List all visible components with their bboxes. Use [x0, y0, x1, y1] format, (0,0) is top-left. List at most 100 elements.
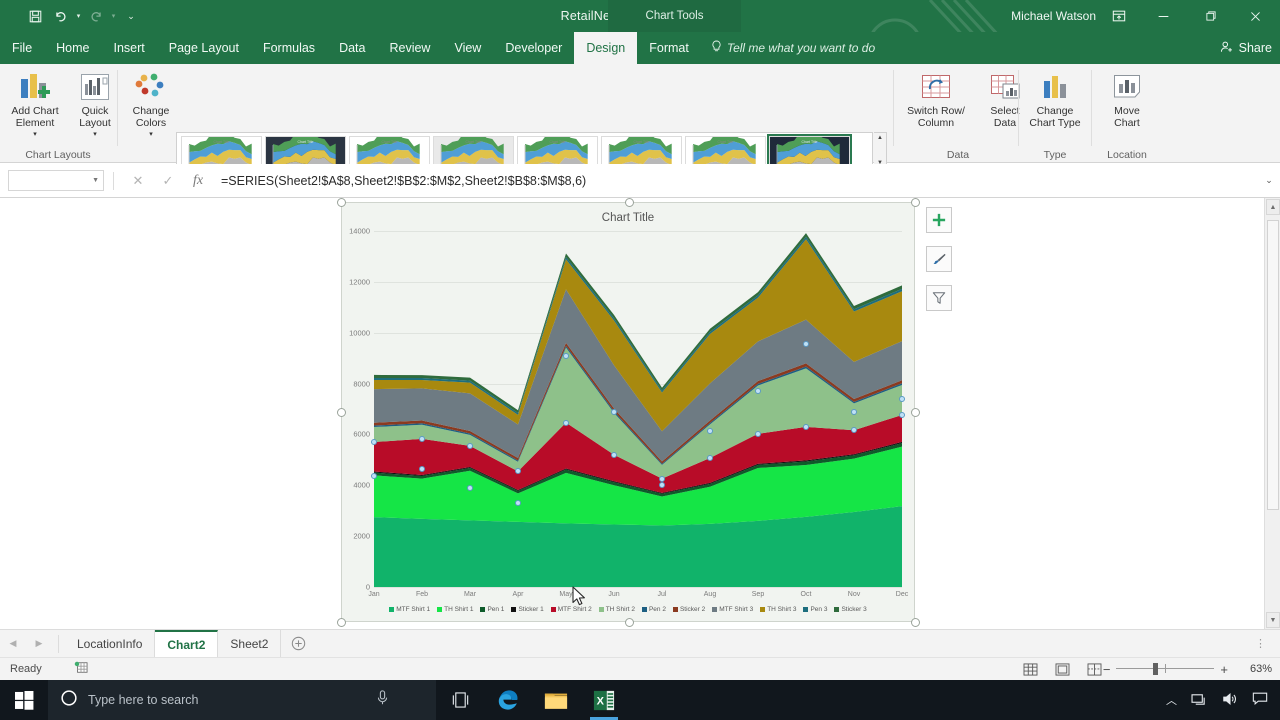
close-icon[interactable]: [1233, 0, 1278, 32]
account-name[interactable]: Michael Watson: [1011, 9, 1096, 23]
ribbon-tab-data[interactable]: Data: [339, 41, 366, 55]
chart-area-series[interactable]: [374, 239, 902, 432]
name-box[interactable]: ▼: [8, 170, 104, 191]
chart-plot-area[interactable]: 0 2000 4000 6000 8000 10000 12000 14000 Jan Feb M…: [349, 227, 908, 599]
quick-layout-button[interactable]: Quick Layout ▾: [62, 64, 128, 148]
save-icon[interactable]: [22, 2, 48, 30]
resize-handle-top-center[interactable]: [625, 198, 634, 207]
resize-handle-top-right[interactable]: [911, 198, 920, 207]
legend-item[interactable]: MTF Shirt 3: [712, 606, 753, 613]
series-data-point-marker[interactable]: [659, 475, 665, 482]
chart-area-series[interactable]: [374, 506, 902, 587]
series-data-point-marker[interactable]: [563, 353, 569, 360]
chart-object[interactable]: Chart Title 0 2000 4000 6000 8000 10000 12000 1…: [337, 198, 952, 627]
series-data-point-marker[interactable]: [515, 468, 521, 475]
resize-handle-bottom-center[interactable]: [625, 618, 634, 627]
formula-input[interactable]: [213, 169, 1258, 192]
chart-area-series[interactable]: [374, 233, 902, 413]
resize-handle-top-left[interactable]: [337, 198, 346, 207]
sheet-tab-locationinfo[interactable]: LocationInfo: [65, 630, 156, 657]
legend-item[interactable]: Pen 1: [480, 606, 504, 613]
normal-view-icon[interactable]: [1022, 662, 1038, 676]
tell-me-search[interactable]: Tell me what you want to do: [701, 32, 885, 64]
chart-filters-button[interactable]: [926, 285, 952, 311]
chart-area-series[interactable]: [374, 236, 902, 415]
windows-start-icon[interactable]: [0, 680, 48, 720]
series-data-point-marker[interactable]: [851, 409, 857, 416]
restore-icon[interactable]: [1188, 0, 1233, 32]
resize-handle-middle-right[interactable]: [911, 408, 920, 417]
series-data-point-marker[interactable]: [803, 423, 809, 430]
series-data-point-marker[interactable]: [419, 466, 425, 473]
volume-icon[interactable]: [1222, 692, 1238, 709]
series-data-point-marker[interactable]: [755, 388, 761, 395]
zoom-out-button[interactable]: −: [1102, 661, 1111, 677]
series-data-point-marker[interactable]: [371, 473, 377, 480]
worksheet-area[interactable]: Chart Title 0 2000 4000 6000 8000 10000 12000 1…: [0, 198, 1280, 629]
ribbon-display-options-icon[interactable]: [1096, 0, 1141, 32]
worksheet-left-blank[interactable]: [0, 198, 340, 629]
series-data-point-marker[interactable]: [371, 439, 377, 446]
chart-area-series[interactable]: [374, 289, 902, 462]
legend-item[interactable]: Sticker 2: [672, 606, 705, 613]
enter-icon[interactable]: ✓: [162, 172, 174, 188]
excel-icon[interactable]: X: [580, 680, 628, 720]
legend-item[interactable]: TH Shirt 2: [598, 606, 635, 613]
chart-legend[interactable]: MTF Shirt 1 TH Shirt 1 Pen 1 Sticker 1 MTF S…: [342, 606, 914, 613]
legend-item[interactable]: Sticker 3: [834, 606, 867, 613]
change-chart-type-button[interactable]: Change Chart Type: [1022, 64, 1088, 148]
record-macro-icon[interactable]: [74, 661, 88, 677]
zoom-in-button[interactable]: +: [1220, 661, 1228, 677]
resize-handle-middle-left[interactable]: [337, 408, 346, 417]
ribbon-tab-review[interactable]: Review: [389, 41, 431, 55]
move-chart-button[interactable]: Move Chart: [1094, 64, 1160, 148]
insert-function-icon[interactable]: fx: [192, 172, 204, 188]
legend-item[interactable]: Pen 3: [803, 606, 827, 613]
scroll-up-icon[interactable]: ▲: [877, 135, 883, 141]
worksheet-right-blank[interactable]: [916, 198, 1256, 629]
action-center-icon[interactable]: [1252, 691, 1268, 709]
legend-item[interactable]: TH Shirt 3: [760, 606, 796, 613]
series-data-point-marker[interactable]: [659, 482, 665, 489]
series-data-point-marker[interactable]: [899, 411, 905, 418]
chart-title[interactable]: Chart Title: [601, 212, 655, 224]
legend-item[interactable]: MTF Shirt 1: [389, 606, 430, 613]
chart-area-series[interactable]: [374, 414, 902, 493]
scroll-down-icon[interactable]: ▼: [877, 160, 883, 166]
microphone-icon[interactable]: [376, 689, 389, 711]
ribbon-tab-design[interactable]: Design: [574, 32, 638, 64]
undo-icon[interactable]: [48, 2, 74, 30]
zoom-slider-thumb[interactable]: [1153, 663, 1159, 675]
scroll-up-icon[interactable]: ▲: [1266, 199, 1280, 215]
series-data-point-marker[interactable]: [899, 395, 905, 402]
file-explorer-icon[interactable]: [532, 680, 580, 720]
ribbon-tab-developer[interactable]: Developer: [505, 41, 563, 55]
series-data-point-marker[interactable]: [611, 451, 617, 458]
share-button[interactable]: Share: [1220, 32, 1272, 64]
customize-quick-access-icon[interactable]: ⌄: [127, 10, 135, 21]
chart-elements-button[interactable]: [926, 207, 952, 233]
ribbon-tab-insert[interactable]: Insert: [113, 41, 145, 55]
legend-item[interactable]: MTF Shirt 2: [550, 606, 592, 613]
expand-formula-bar-icon[interactable]: ⌄: [1265, 175, 1273, 185]
edge-icon[interactable]: [484, 680, 532, 720]
scroll-down-icon[interactable]: ▼: [1266, 612, 1280, 628]
switch-row-column-button[interactable]: Switch Row/ Column: [900, 64, 972, 148]
resize-handle-bottom-left[interactable]: [337, 618, 346, 627]
new-sheet-button[interactable]: [281, 630, 315, 657]
series-data-point-marker[interactable]: [851, 427, 857, 434]
chart-styles-button[interactable]: [926, 246, 952, 272]
ribbon-tab-file[interactable]: File: [12, 41, 33, 55]
series-data-point-marker[interactable]: [611, 409, 617, 416]
task-view-icon[interactable]: [436, 680, 484, 720]
tab-scroll-dots[interactable]: ⋮: [1255, 638, 1266, 650]
sheet-tab-chart2[interactable]: Chart2: [155, 630, 219, 657]
series-data-point-marker[interactable]: [419, 435, 425, 442]
chevron-down-icon[interactable]: ▼: [92, 177, 99, 184]
network-icon[interactable]: [1191, 692, 1208, 709]
sheet-tab-sheet2[interactable]: Sheet2: [218, 630, 282, 657]
ribbon-tab-formulas[interactable]: Formulas: [262, 41, 316, 55]
zoom-level-label[interactable]: 63%: [1249, 663, 1272, 675]
zoom-control[interactable]: − +: [1103, 662, 1228, 677]
redo-dropdown-icon[interactable]: ▾: [111, 13, 116, 20]
